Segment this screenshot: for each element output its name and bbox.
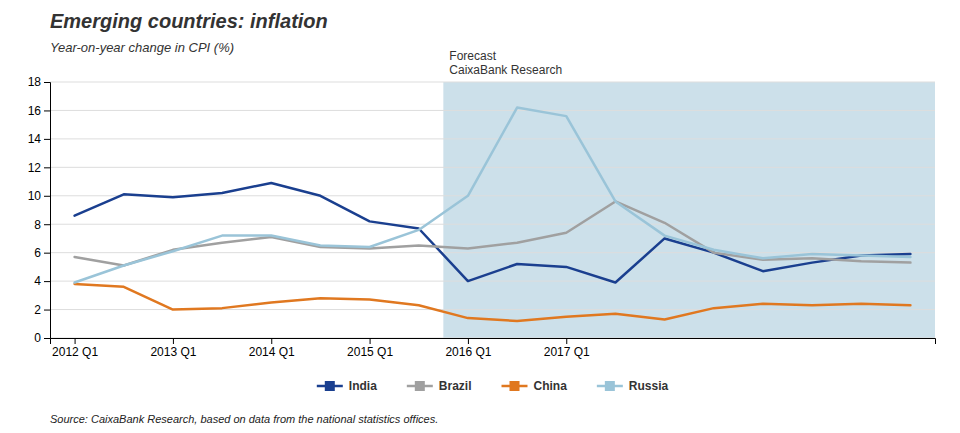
legend-swatch — [510, 381, 520, 391]
grid-line — [50, 82, 935, 83]
y-tick: 8 — [34, 218, 50, 232]
x-tick-mark — [173, 338, 174, 344]
y-tick-label: 12 — [28, 161, 42, 175]
x-tick: 2015 Q1 — [347, 338, 393, 359]
x-tick-mark — [566, 338, 567, 344]
y-tick-label: 16 — [28, 104, 42, 118]
y-tick: 0 — [34, 331, 50, 345]
x-tick-label: 2017 Q1 — [544, 345, 590, 359]
x-tick: 2016 Q1 — [445, 338, 491, 359]
y-tick: 18 — [28, 75, 50, 89]
y-tick: 6 — [34, 246, 50, 260]
x-tick: 2012 Q1 — [52, 338, 98, 359]
legend-label: India — [349, 379, 377, 393]
forecast-band — [443, 82, 935, 338]
subtitle: Year-on-year change in CPI (%) — [50, 40, 234, 55]
x-tick-mark — [370, 338, 371, 344]
x-tick-label: 2015 Q1 — [347, 345, 393, 359]
x-tick: 2014 Q1 — [249, 338, 295, 359]
x-tick-label: 2013 Q1 — [150, 345, 196, 359]
x-tick-mark — [75, 338, 76, 344]
grid-line — [50, 252, 935, 253]
legend-item: India — [317, 379, 377, 393]
title: Emerging countries: inflation — [50, 10, 328, 32]
y-tick: 12 — [28, 161, 50, 175]
annotation-line: Forecast — [449, 49, 496, 63]
y-tick-label: 0 — [34, 331, 41, 345]
legend-label: Russia — [629, 379, 669, 393]
x-tick: 2013 Q1 — [150, 338, 196, 359]
annotation-line: CaixaBank Research — [449, 63, 562, 77]
y-tick-mark — [44, 253, 50, 254]
y-tick-label: 10 — [28, 189, 42, 203]
chart: Emerging countries: inflation Year-on-yea… — [0, 0, 960, 433]
x-tick-label: 2014 Q1 — [249, 345, 295, 359]
legend-label: China — [534, 379, 568, 393]
y-tick: 14 — [28, 132, 50, 146]
plot: 0 2 4 6 8 10 12 14 16 18 2012 Q1 2013 Q1 2014 Q1 2015… — [28, 75, 936, 358]
legend-item: Brazil — [407, 379, 472, 393]
y-tick-mark — [44, 110, 50, 111]
x-tick-label: 2012 Q1 — [52, 345, 98, 359]
y-tick-label: 8 — [34, 218, 41, 232]
legend-label: Brazil — [439, 379, 472, 393]
grid-line — [50, 224, 935, 225]
x-tick-label: 2016 Q1 — [445, 345, 491, 359]
y-tick-label: 14 — [28, 132, 42, 146]
grid-line — [50, 138, 935, 139]
grid-line — [50, 281, 935, 282]
x-tick-mark — [468, 338, 469, 344]
y-tick: 4 — [34, 274, 50, 288]
y-tick: 16 — [28, 104, 50, 118]
source: Source: CaixaBank Research, based on dat… — [50, 413, 438, 425]
y-tick-mark — [44, 338, 50, 339]
legend-swatch — [325, 381, 335, 391]
series-line — [75, 284, 911, 321]
y-tick-label: 18 — [28, 75, 42, 89]
lines — [75, 108, 911, 321]
x-axis-line — [51, 339, 936, 345]
x-tick-mark — [271, 338, 272, 344]
y-tick-label: 2 — [34, 303, 41, 317]
x-axis: 2012 Q1 2013 Q1 2014 Q1 2015 Q1 2016 Q1 2017 … — [51, 338, 936, 359]
legend-item: China — [502, 379, 568, 393]
y-tick-mark — [44, 167, 50, 168]
y-axis: 0 2 4 6 8 10 12 14 16 18 — [28, 75, 51, 345]
y-tick-label: 4 — [34, 274, 41, 288]
y-tick-mark — [44, 196, 50, 197]
y-axis-line — [44, 83, 51, 339]
y-tick-mark — [44, 224, 50, 225]
legend: India Brazil China Russia — [317, 379, 669, 393]
series-line — [75, 183, 911, 283]
y-tick-mark — [44, 310, 50, 311]
legend-swatch — [415, 381, 425, 391]
grid — [50, 82, 935, 338]
y-tick-label: 6 — [34, 246, 41, 260]
y-tick-mark — [44, 281, 50, 282]
y-tick-mark — [44, 82, 50, 83]
y-tick-mark — [44, 139, 50, 140]
y-tick: 10 — [28, 189, 50, 203]
grid-line — [50, 167, 935, 168]
grid-line — [50, 110, 935, 111]
x-tick: 2017 Q1 — [544, 338, 590, 359]
annotation: ForecastCaixaBank Research — [449, 49, 562, 77]
series-line — [75, 108, 911, 283]
legend-item: Russia — [597, 379, 669, 393]
y-tick: 2 — [34, 303, 50, 317]
legend-swatch — [605, 381, 615, 391]
